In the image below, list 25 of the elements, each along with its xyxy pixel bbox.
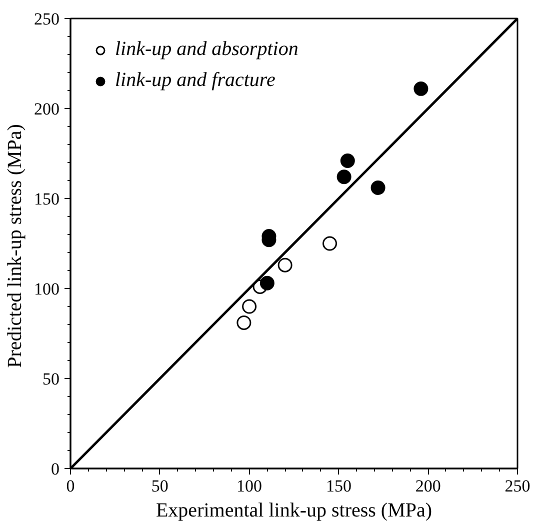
y-tick-label: 150: [34, 190, 60, 208]
x-axis-title: Experimental link-up stress (MPa): [156, 500, 432, 522]
legend-label: link-up and fracture: [115, 69, 276, 92]
point: [242, 299, 257, 314]
x-tick-label: 0: [66, 476, 75, 496]
x-tick-label: 150: [326, 476, 352, 496]
x-tick-label: 250: [504, 476, 530, 496]
point: [340, 153, 355, 168]
point: [336, 170, 352, 184]
y-tick-label: 0: [51, 460, 60, 478]
legend-label: link-up and absorption: [115, 38, 298, 61]
point: [260, 276, 274, 290]
point: [322, 236, 338, 251]
point: [236, 315, 252, 330]
x-tick-label: 200: [415, 476, 441, 496]
y-tick-label: 200: [34, 100, 60, 118]
x-tick-label: 100: [236, 476, 262, 496]
point: [370, 180, 386, 195]
point: [278, 258, 292, 272]
y-tick-label: 100: [34, 280, 60, 298]
y-axis-title: Predicted link-up stress (MPa): [4, 124, 26, 368]
x-tick-label: 50: [151, 476, 168, 496]
y-tick-label: 250: [34, 10, 60, 28]
point: [414, 81, 428, 96]
y-tick-label: 50: [42, 370, 60, 388]
